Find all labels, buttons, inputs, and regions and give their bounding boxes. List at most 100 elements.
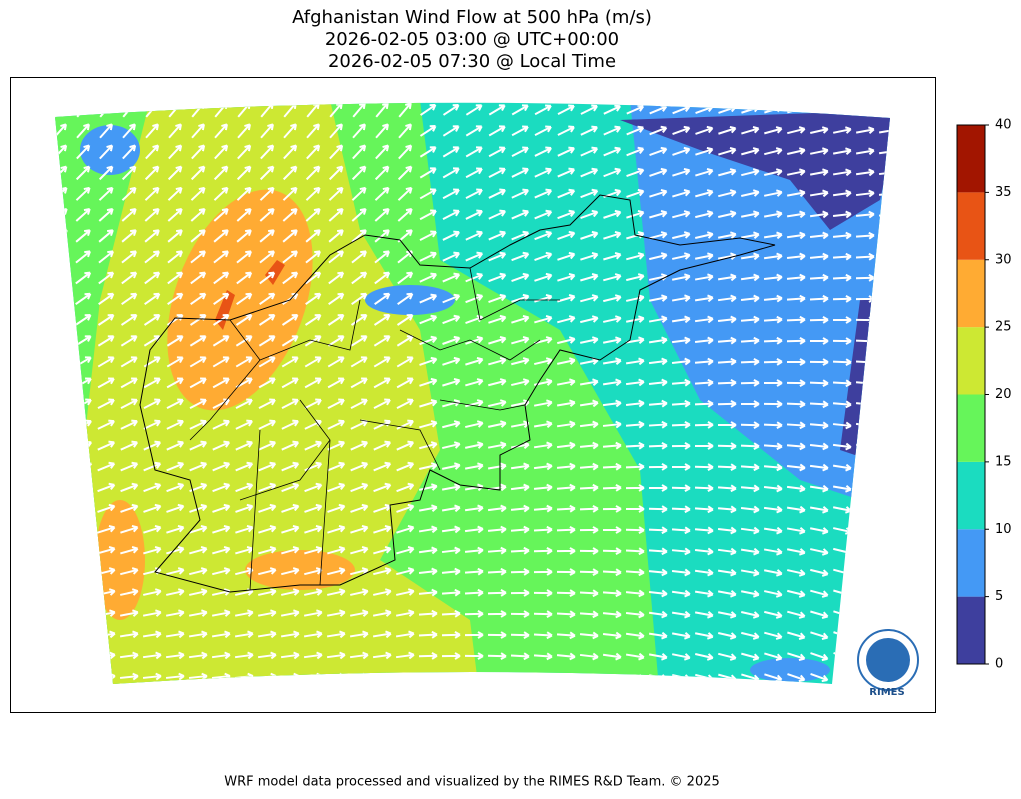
wind-arrow (602, 441, 622, 450)
wind-arrow (235, 482, 254, 493)
wind-arrow (694, 421, 714, 429)
wind-arrow (786, 358, 806, 366)
wind-arrow (625, 652, 645, 661)
wind-arrow (96, 672, 116, 681)
wind-arrow (787, 126, 806, 135)
wind-arrow (235, 546, 254, 555)
wind-arrow (786, 210, 806, 219)
wind-arrow (556, 568, 576, 576)
wind-arrow (511, 272, 530, 282)
wind-arrow (166, 356, 184, 368)
wind-arrow (671, 589, 691, 598)
wind-arrow (165, 630, 185, 639)
wind-arrow (603, 146, 622, 157)
wind-arrow (603, 273, 622, 282)
wind-arrow (717, 315, 737, 324)
wind-arrow (740, 442, 760, 451)
wind-arrow (236, 292, 253, 306)
colorbar-tick-label: 30 (995, 252, 1012, 267)
wind-arrow (510, 610, 530, 618)
wind-arrow (350, 482, 369, 493)
wind-arrow (98, 250, 114, 264)
wind-arrow (625, 526, 645, 534)
wind-arrow (488, 188, 506, 199)
wind-arrow (786, 505, 806, 514)
wind-arrow (602, 399, 622, 408)
wind-arrow (212, 356, 230, 368)
wind-arrow (327, 567, 346, 576)
wind-arrow (510, 631, 530, 640)
wind-arrow (281, 398, 299, 410)
wind-arrow (304, 377, 322, 389)
wind-arrow (602, 357, 622, 366)
footer: WRF model data processed and visualized … (224, 775, 720, 790)
wind-arrow (833, 105, 852, 114)
wind-arrow (418, 630, 438, 639)
wind-arrow (580, 146, 599, 157)
wind-arrow (97, 335, 115, 347)
wind-arrow (418, 567, 438, 576)
wind-arrow (167, 271, 184, 285)
wind-arrow (809, 421, 829, 430)
wind-arrow (395, 651, 415, 660)
colorbar-segment (957, 192, 985, 260)
wind-arrow (235, 567, 254, 576)
wind-arrow (189, 440, 208, 451)
wind-arrow (740, 315, 760, 324)
wind-arrow (235, 314, 253, 326)
wind-arrow (442, 209, 460, 220)
wind-arrow (534, 357, 553, 366)
wind-arrow (603, 294, 622, 303)
wind-arrow (212, 546, 231, 555)
wind-arrow (488, 167, 506, 179)
wind-arrow (740, 231, 760, 239)
wind-arrow (832, 189, 852, 198)
wind-arrow (142, 651, 162, 660)
wind-arrow (234, 630, 254, 639)
wind-arrow (602, 631, 622, 640)
wind-arrow (281, 461, 300, 472)
wind-arrow (579, 673, 599, 682)
wind-arrow (73, 651, 93, 660)
wind-arrow (327, 503, 346, 513)
wind-arrow (167, 292, 184, 306)
wind-arrow (465, 420, 484, 429)
wind-arrow (351, 208, 367, 222)
wind-arrow (626, 188, 645, 198)
wind-arrow (282, 229, 298, 243)
wind-arrow (556, 525, 576, 534)
wind-arrow (672, 189, 691, 198)
wind-arrow (556, 673, 576, 682)
wind-arrow (809, 358, 829, 366)
wind-arrow (488, 272, 507, 283)
wind-arrow (602, 336, 622, 344)
wind-arrow (488, 251, 507, 262)
wind-arrow (419, 462, 438, 471)
title-line: Afghanistan Wind Flow at 500 hPa (m/s) (292, 7, 652, 28)
field-orange (245, 550, 355, 590)
wind-arrow (442, 356, 461, 366)
wind-arrow (166, 419, 184, 430)
wind-arrow (441, 483, 461, 491)
wind-arrow (487, 673, 507, 682)
wind-arrow (397, 271, 414, 285)
wind-arrow (487, 441, 507, 449)
wind-arrow (120, 398, 138, 410)
wind-arrow (878, 316, 890, 325)
wind-arrow (352, 123, 366, 139)
wind-arrow (602, 652, 622, 661)
wind-arrow (257, 651, 277, 660)
wind-arrow (327, 482, 346, 493)
wind-arrow (260, 123, 274, 139)
wind-arrow (350, 398, 368, 410)
wind-arrow (465, 251, 484, 262)
wind-arrow (166, 567, 185, 576)
wind-arrow (120, 546, 139, 555)
wind-arrow (809, 527, 829, 535)
wind-arrow (328, 208, 344, 222)
wind-arrow (809, 463, 829, 472)
wind-arrow (395, 609, 415, 617)
wind-arrow (442, 293, 461, 304)
wind-arrow (258, 461, 277, 472)
wind-arrow (419, 420, 438, 429)
